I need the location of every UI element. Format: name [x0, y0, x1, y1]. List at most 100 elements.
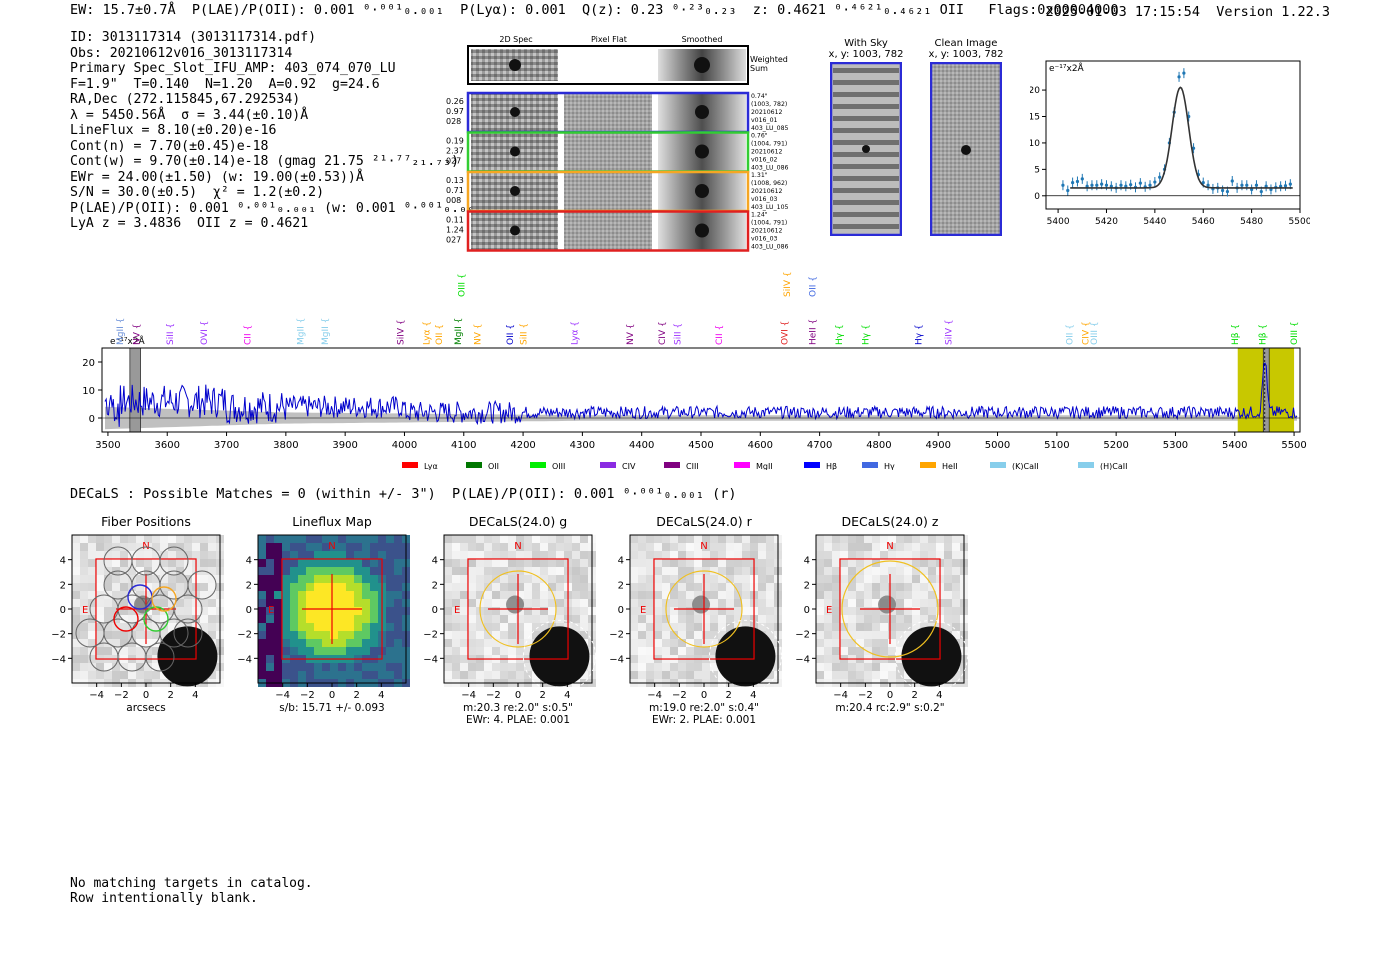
spectrum-unit-label: e⁻¹⁷x2Å	[110, 335, 146, 347]
svg-text:SiIV {: SiIV {	[944, 319, 954, 345]
spectral-line-label: OII {	[1065, 324, 1075, 345]
legend-entry: HeII	[920, 462, 958, 470]
spectrum-xtick: 3800	[273, 440, 298, 451]
spectral-line-label: CIV {	[658, 321, 668, 345]
full-spectrum-chart: e⁻¹⁷x2Å 3500 3600 3700 3800 3900 4000 4100 4200 4…	[82, 271, 1307, 470]
zoom-data-point	[1182, 68, 1186, 79]
cutout-row-stat: 0.26	[446, 97, 464, 106]
legend-entry: Hβ	[804, 462, 837, 470]
panel-ytick: −2	[795, 630, 810, 641]
panel-ytick: 2	[432, 580, 438, 591]
legend-entry: MgII	[734, 462, 773, 470]
svg-text:Hβ {: Hβ {	[1231, 324, 1241, 345]
svg-text:SiIV {: SiIV {	[783, 271, 793, 297]
panel-ytick: 2	[618, 580, 624, 591]
svg-text:SiIV {: SiIV {	[396, 319, 406, 345]
zoom-ytick: 5	[1034, 165, 1040, 175]
zoom-ytick: 0	[1034, 192, 1040, 202]
panel-title: Fiber Positions	[101, 514, 191, 529]
spectral-line-label: SiII {	[166, 323, 176, 345]
cutout-row-meta: 20210612	[751, 228, 783, 235]
zoom-xtick: 5460	[1192, 217, 1215, 227]
svg-text:OII {: OII {	[1065, 324, 1075, 345]
svg-text:OII {: OII {	[435, 324, 445, 345]
spectral-line-label: OII {	[435, 324, 445, 345]
cutout-row-meta: 403_LU_086	[751, 244, 789, 251]
svg-text:(H)CaII: (H)CaII	[1100, 462, 1127, 470]
decals-matches-line: DECaLS : Possible Matches = 0 (within +/…	[70, 486, 737, 502]
cutout-row-meta: 403_LU_085	[751, 125, 789, 132]
panel-xtick: 0	[887, 690, 893, 701]
panel-xtick: 2	[539, 690, 545, 701]
spectrum-xtick: 5100	[1044, 440, 1069, 451]
spectral-line-label: SiIV {	[396, 319, 406, 345]
gaussian-fit-line	[1070, 86, 1293, 189]
svg-text:MgII {: MgII {	[321, 318, 331, 345]
panel-ytick: −2	[51, 630, 66, 641]
spectrum-xtick: 4200	[510, 440, 535, 451]
with-sky-coords: x, y: 1003, 782	[828, 49, 904, 60]
legend-entry: Lyα	[402, 462, 438, 470]
zoom-ytick: 15	[1030, 113, 1040, 123]
svg-text:OIII: OIII	[552, 462, 565, 470]
zoom-ytick: 20	[1030, 86, 1040, 96]
spectral-line-label: OII {	[808, 276, 818, 297]
svg-text:Lyα: Lyα	[424, 462, 438, 470]
spectrum-xtick: 4800	[866, 440, 891, 451]
north-marker: N	[514, 541, 521, 552]
panel-caption-2: EWr: 2, PLAE: 0.001	[652, 714, 756, 723]
zoom-xtick: 5480	[1240, 217, 1263, 227]
svg-text:OIII {: OIII {	[457, 273, 467, 297]
sky-line-mask	[129, 347, 141, 433]
spectrum-xtick: 4600	[748, 440, 773, 451]
north-marker: N	[328, 541, 335, 552]
zoom-data-point	[1264, 181, 1268, 192]
cutout-row-meta: 0.74"	[751, 93, 768, 100]
zoom-data-point	[1109, 181, 1113, 192]
spectral-line-label: NV {	[473, 324, 483, 345]
panel-xtick: 0	[143, 690, 149, 701]
info-id: ID: 3013117314 (3013117314.pdf)	[70, 30, 317, 45]
cutout-row-meta: 1.31"	[751, 172, 768, 179]
svg-text:OII {: OII {	[808, 276, 818, 297]
zoom-data-point	[1177, 71, 1181, 82]
panel-xtick: −4	[89, 690, 104, 701]
zoom-data-point	[1230, 175, 1234, 186]
spectrum-xtick: 3900	[332, 440, 357, 451]
spectrum-xtick: 5200	[1103, 440, 1128, 451]
spectral-line-label: Hγ {	[835, 324, 845, 345]
svg-text:OII {: OII {	[506, 324, 516, 345]
panel-ytick: 4	[246, 556, 252, 567]
panel-ytick: −4	[609, 654, 624, 665]
cutout-row-stat: 0.19	[446, 137, 464, 146]
panel-xtick: 0	[701, 690, 707, 701]
cutout-row-meta: 403_LU_086	[751, 165, 789, 172]
panel-xtick: −4	[833, 690, 848, 701]
panel-ytick: 0	[432, 605, 438, 616]
spectral-line-label: Hβ {	[1231, 324, 1241, 345]
panel-xtick: 2	[911, 690, 917, 701]
info-primary: Primary Spec_Slot_IFU_AMP: 403_074_070_L…	[70, 61, 396, 76]
panel-ytick: −4	[795, 654, 810, 665]
legend-entry: CIII	[664, 462, 699, 470]
panel-xtick: −2	[300, 690, 315, 701]
panel-ytick: 4	[618, 556, 624, 567]
zoom-data-point	[1283, 180, 1288, 191]
panel-xtick: −2	[114, 690, 129, 701]
spectral-line-label: CII {	[243, 325, 253, 345]
zoom-data-point	[1085, 181, 1089, 192]
svg-text:OII: OII	[488, 462, 499, 470]
spectral-line-label: OVI {	[200, 321, 210, 345]
zoom-data-point	[1066, 185, 1070, 196]
col-title-2dspec: 2D Spec	[499, 35, 532, 44]
weighted-sum-row: Weighted Sum	[467, 45, 788, 85]
info-contw: Cont(w) = 9.70(±0.14)e-18 (gmag 21.75 ²¹…	[70, 154, 460, 169]
summary-line: EW: 15.7±0.7Å P(LAE)/P(OII): 0.001 ⁰·⁰⁰¹…	[70, 2, 1119, 18]
svg-text:Hβ: Hβ	[826, 462, 837, 470]
svg-text:SiII {: SiII {	[520, 323, 530, 345]
panel-ytick: 2	[60, 580, 66, 591]
cutout-row-stat: 008	[446, 196, 461, 205]
info-radec: RA,Dec (272.115845,67.292534)	[70, 92, 301, 107]
